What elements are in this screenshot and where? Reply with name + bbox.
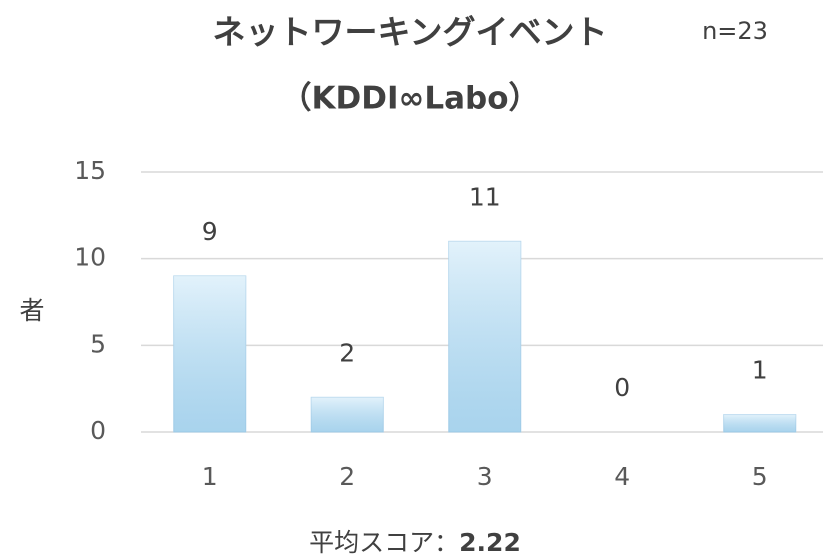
x-tick-label: 5 xyxy=(752,462,768,491)
x-tick-label: 2 xyxy=(339,462,355,491)
y-tick-label: 0 xyxy=(90,416,106,445)
y-tick-label: 15 xyxy=(74,156,106,185)
bar-shade xyxy=(311,397,384,432)
x-tick-label: 3 xyxy=(477,462,493,491)
x-tick-label: 1 xyxy=(202,462,218,491)
data-label: 0 xyxy=(614,373,630,402)
bar-shade xyxy=(723,414,796,432)
y-tick-label: 5 xyxy=(90,329,106,358)
bar-shade xyxy=(173,276,246,432)
x-axis-label-text: 平均スコア： xyxy=(309,528,459,557)
annotation: n=23 xyxy=(702,17,768,45)
bar-shade xyxy=(448,241,521,432)
data-label: 9 xyxy=(202,217,218,246)
data-label: 11 xyxy=(469,182,501,211)
y-axis-label: 者 xyxy=(19,296,44,325)
y-tick-label: 10 xyxy=(74,243,106,272)
data-label: 1 xyxy=(752,356,768,385)
x-axis-label-score: 2.22 xyxy=(459,528,521,557)
chart-title: ネットワーキングイベント xyxy=(212,13,607,52)
data-label: 2 xyxy=(339,338,355,367)
x-tick-label: 4 xyxy=(614,462,630,491)
chart-subtitle: （KDDI∞Labo） xyxy=(280,81,539,117)
x-axis-label: 平均スコア：2.22 xyxy=(309,528,521,557)
